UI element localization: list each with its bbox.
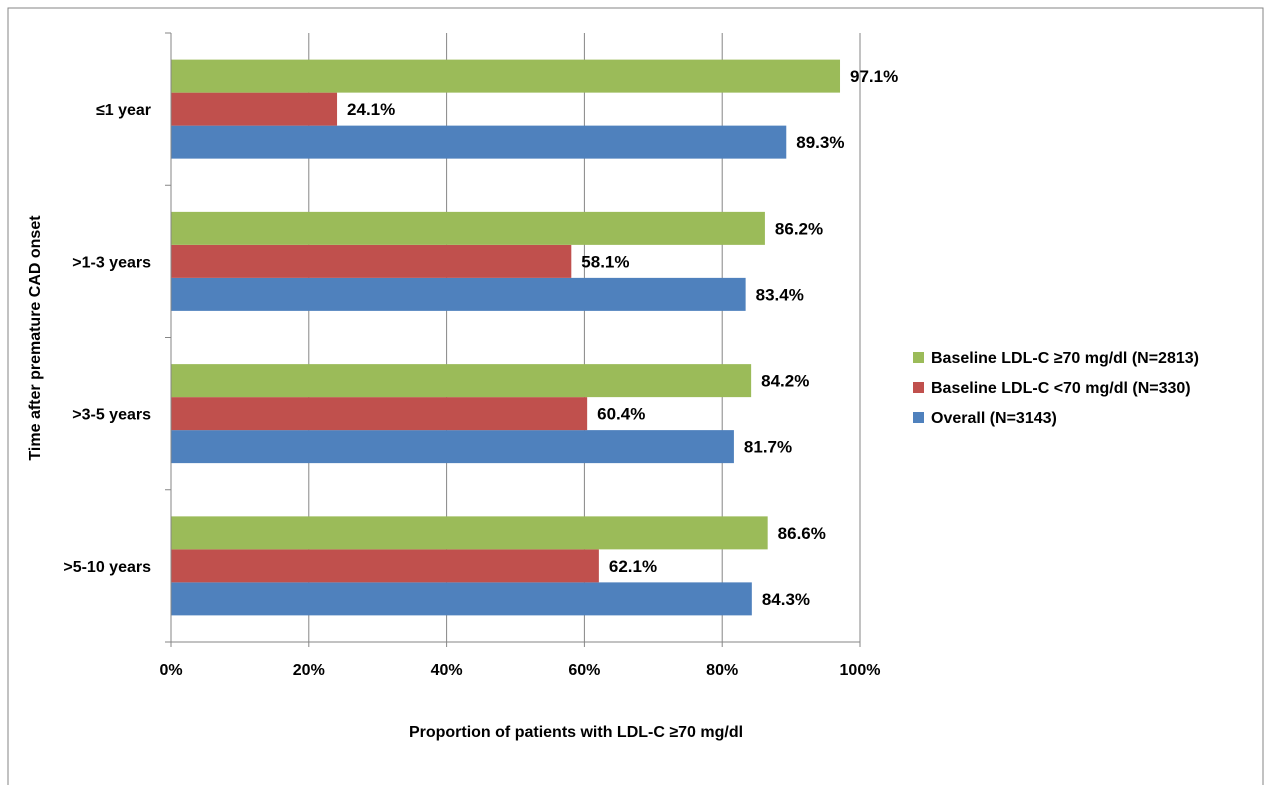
legend-label: Baseline LDL-C <70 mg/dl (N=330): [931, 380, 1191, 397]
y-category-label: >3-5 years: [72, 407, 151, 424]
legend-label: Baseline LDL-C ≥70 mg/dl (N=2813): [931, 350, 1199, 367]
data-label: 84.3%: [762, 590, 810, 609]
data-label: 97.1%: [850, 67, 898, 86]
x-tick-label: 0%: [159, 662, 182, 679]
bar: [171, 125, 787, 159]
bar: [171, 211, 765, 245]
bar: [171, 516, 768, 550]
x-axis-title: Proportion of patients with LDL-C ≥70 mg…: [409, 724, 743, 741]
data-label: 84.2%: [761, 372, 809, 391]
y-category-label: >5-10 years: [63, 559, 151, 576]
y-axis-title: Time after premature CAD onset: [27, 215, 44, 461]
bars: [171, 59, 841, 616]
legend: Baseline LDL-C ≥70 mg/dl (N=2813) Baselin…: [913, 350, 1199, 427]
axes: [165, 32, 861, 647]
legend-swatch: [913, 382, 924, 393]
bar: [171, 430, 734, 464]
data-label: 81.7%: [744, 438, 792, 457]
y-category-label: >1-3 years: [72, 254, 151, 271]
legend-swatch: [913, 352, 924, 363]
labels: 0% 20% 40% 60% 80% 100% >5-10 years 84.3% 62.1% 8…: [63, 67, 898, 679]
x-tick-label: 80%: [706, 662, 738, 679]
bar: [171, 277, 746, 311]
data-label: 86.2%: [775, 219, 823, 238]
data-label: 24.1%: [347, 100, 395, 119]
data-label: 62.1%: [609, 557, 657, 576]
data-label: 86.6%: [778, 524, 826, 543]
bar: [171, 244, 572, 278]
data-label: 58.1%: [581, 252, 629, 271]
bar: [171, 549, 599, 583]
x-tick-label: 20%: [293, 662, 325, 679]
x-tick-label: 100%: [840, 662, 881, 679]
legend-label: Overall (N=3143): [931, 410, 1057, 427]
x-tick-label: 60%: [568, 662, 600, 679]
data-label: 89.3%: [796, 133, 844, 152]
x-tick-label: 40%: [431, 662, 463, 679]
data-label: 60.4%: [597, 405, 645, 424]
bar: [171, 397, 588, 431]
bar: [171, 59, 841, 93]
bar: [171, 92, 338, 126]
legend-swatch: [913, 412, 924, 423]
y-category-label: ≤1 year: [96, 102, 151, 119]
bar: [171, 364, 752, 398]
data-label: 83.4%: [756, 285, 804, 304]
bar: [171, 582, 752, 616]
